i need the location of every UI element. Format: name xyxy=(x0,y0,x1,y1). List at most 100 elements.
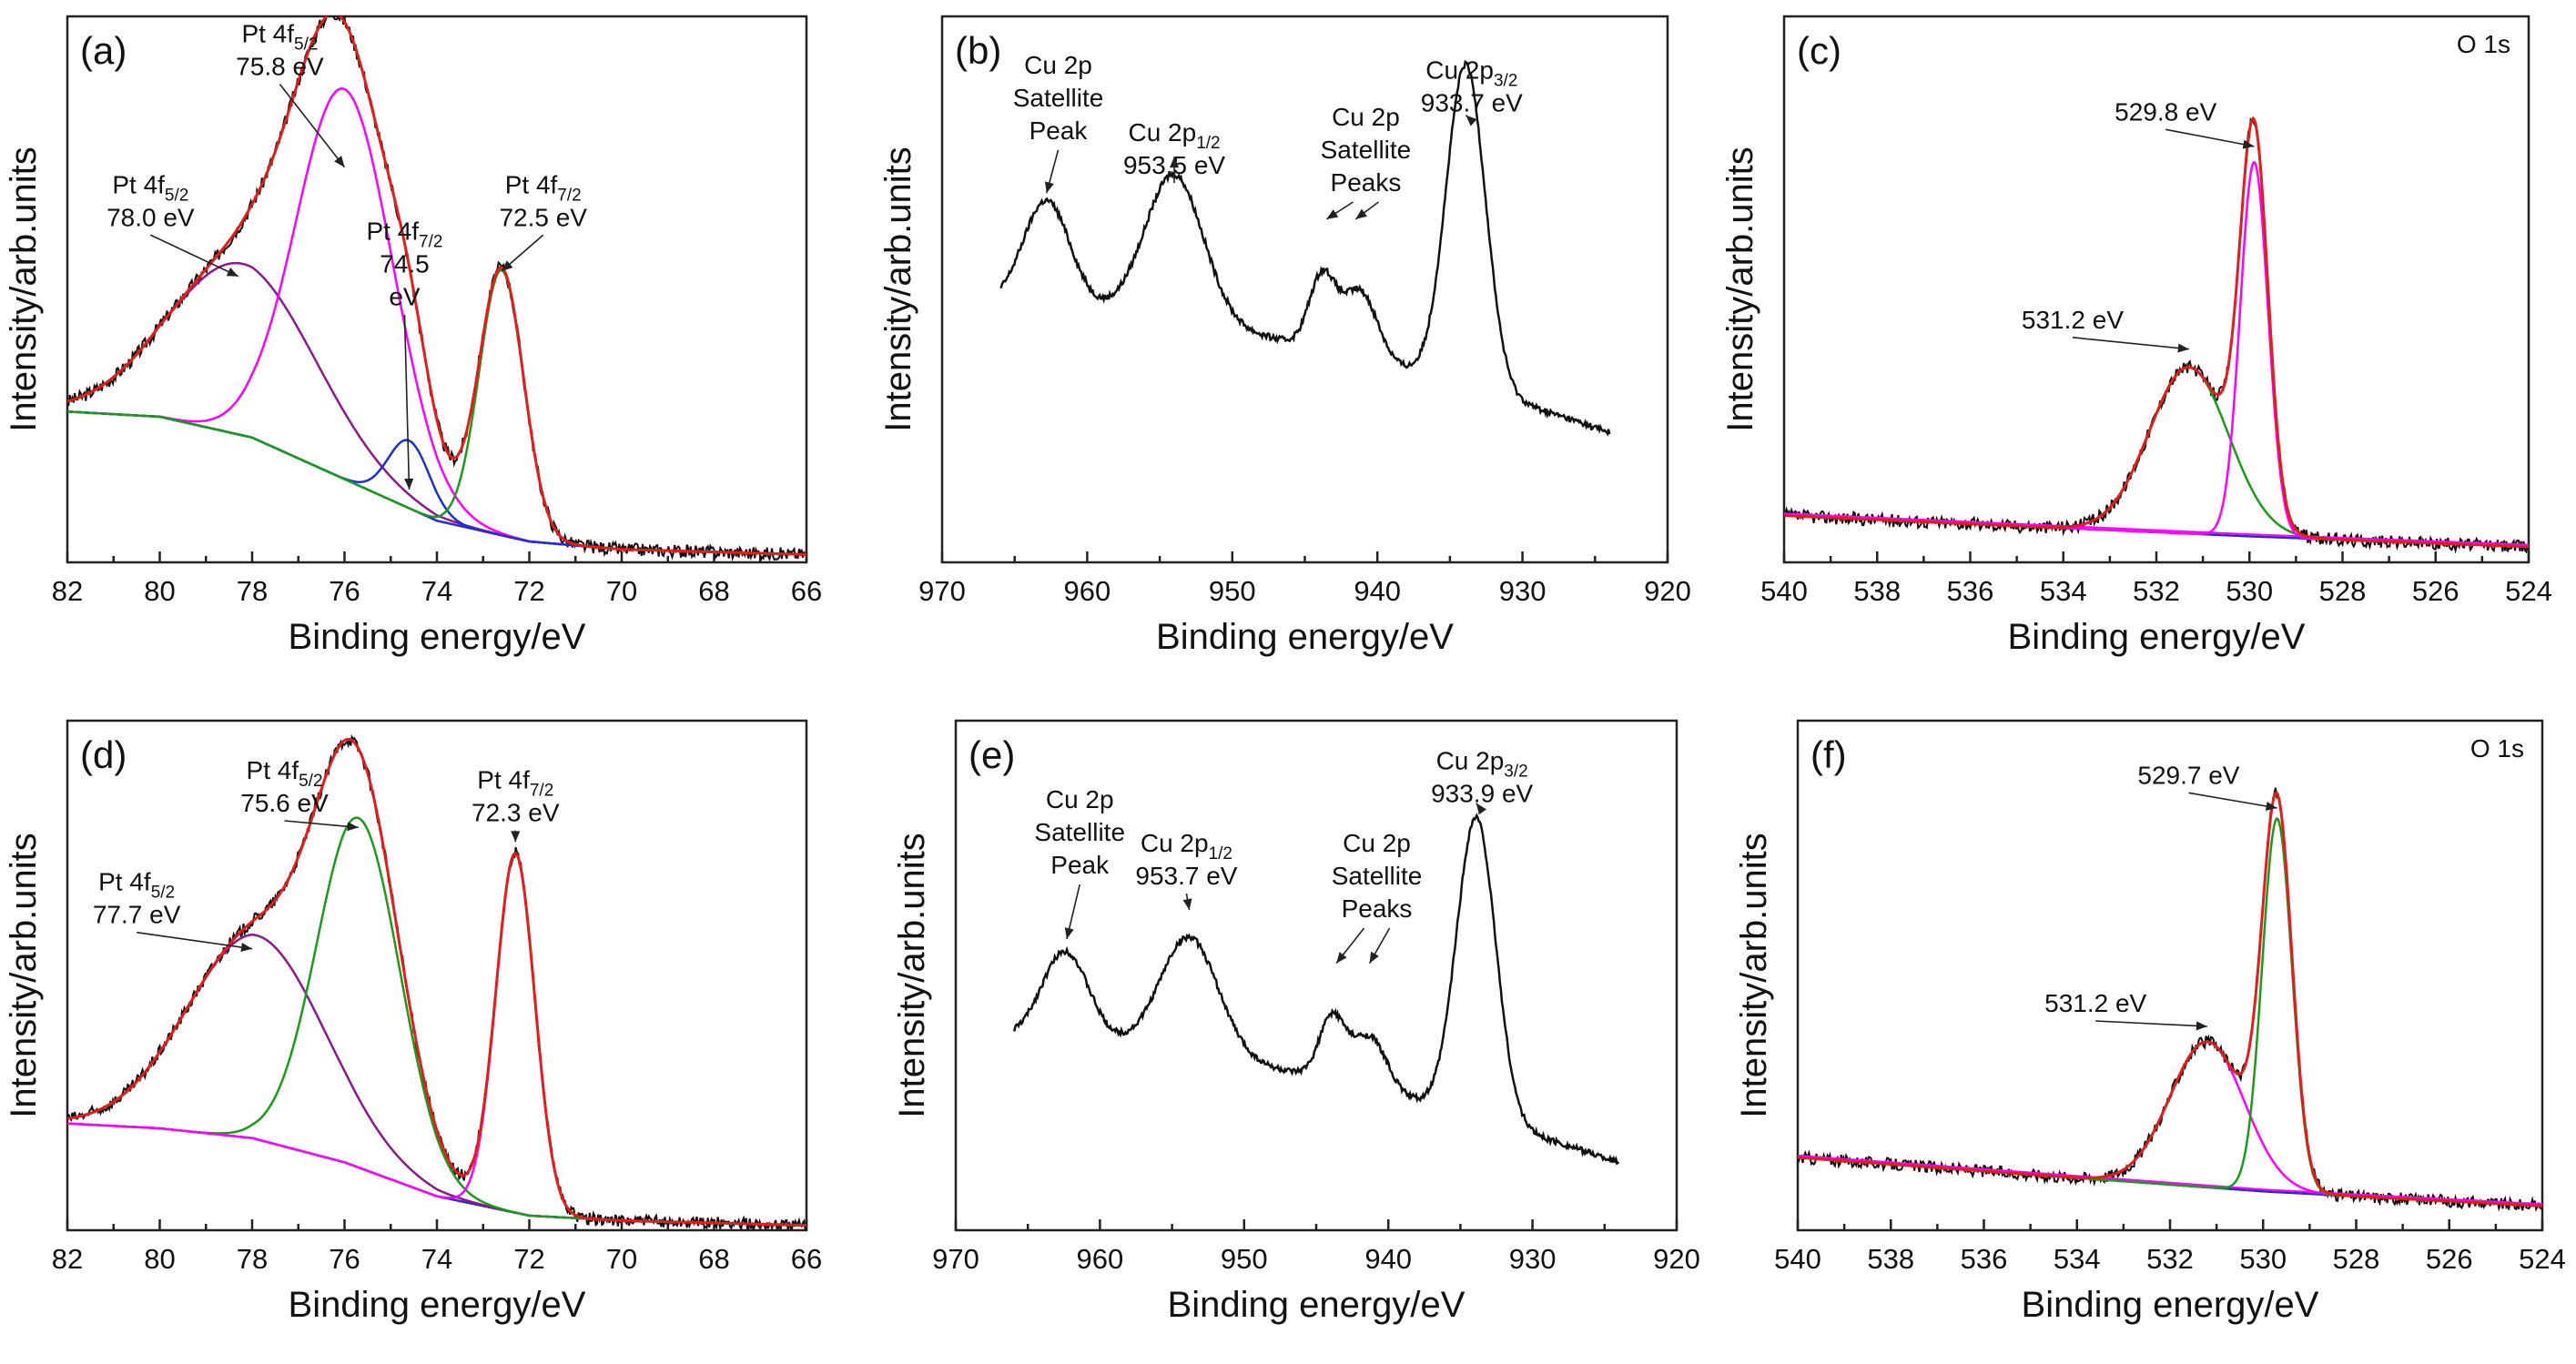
subscript: 5/2 xyxy=(165,186,188,205)
arrow-head xyxy=(1465,115,1477,126)
panel-label: (d) xyxy=(80,733,127,776)
annotation-text: Cu 2p xyxy=(1046,785,1114,813)
subscript: 5/2 xyxy=(294,35,318,55)
annotation-text: Satellite xyxy=(1321,136,1412,164)
panel-b: 970 960 950 940 930 920 Binding energy/eV Inten… xyxy=(878,15,1691,657)
peak-annotation: Pt 4f7/272.5 eV xyxy=(499,170,587,272)
arrow-head xyxy=(1064,927,1074,939)
annotation-text: Cu 2p xyxy=(1024,51,1092,79)
panel-c: 540 538 536 534 532 530 528 526 524 Binding energ… xyxy=(1720,15,2552,657)
x-tick-label: 538 xyxy=(1853,575,1901,607)
annotation-text: Satellite xyxy=(1034,818,1125,846)
annotation-value: 75.8 eV xyxy=(236,53,324,81)
annotation-value: 933.7 eV xyxy=(1421,89,1523,117)
peak-annotation: Pt 4f5/278.0 eV xyxy=(106,170,239,278)
x-tick-label: 970 xyxy=(932,1243,979,1275)
arrow-head xyxy=(1182,898,1192,910)
panel-label: (a) xyxy=(80,29,127,72)
y-axis-label: Intensity/arb.units xyxy=(892,833,932,1118)
annotation-text: Cu 2p3/2 xyxy=(1436,746,1528,781)
annotation-value: 529.8 eV xyxy=(2115,97,2216,126)
annotation-text: Peak xyxy=(1029,116,1089,145)
arrow-head xyxy=(2242,139,2255,149)
peak-annotation: Cu 2p Satellite Peak xyxy=(1013,51,1103,194)
x-tick-label: 82 xyxy=(52,1243,83,1275)
x-tick-label: 536 xyxy=(1961,1243,2008,1275)
raw-spectrum-line xyxy=(67,733,806,1230)
peak-annotation: Pt 4f5/277.7 eV xyxy=(93,868,253,952)
raw-spectrum-line xyxy=(1784,116,2529,554)
arrow-head xyxy=(1169,157,1180,168)
x-tick-label: 526 xyxy=(2426,1243,2473,1275)
x-tick-label: 534 xyxy=(2054,1243,2101,1275)
annotation-value: 953.7 eV xyxy=(1135,862,1237,890)
x-tick-label: 524 xyxy=(2505,575,2552,607)
panel-a: 82 80 78 76 74 72 70 68 66 Binding energy/eV Inten… xyxy=(4,15,822,657)
x-tick-label: 528 xyxy=(2319,575,2367,607)
x-tick-label: 524 xyxy=(2519,1243,2566,1275)
y-axis-label: Intensity/arb.units xyxy=(1734,833,1774,1118)
peak-annotation: Pt 4f7/274.5eV xyxy=(366,217,442,490)
annotation-arrow xyxy=(137,931,253,950)
annotation-arrow xyxy=(403,314,411,490)
annotation-value: 72.3 eV xyxy=(472,799,560,827)
subscript: 7/2 xyxy=(557,186,581,205)
x-tick-label: 538 xyxy=(1867,1243,1914,1275)
plot-frame xyxy=(66,15,808,564)
annotation-arrow xyxy=(2188,792,2277,809)
background-line xyxy=(67,410,806,556)
plot-area xyxy=(67,733,806,1230)
annotation-value: 531.2 eV xyxy=(2044,989,2146,1017)
annotation-text: Peak xyxy=(1050,851,1110,879)
arrow-head xyxy=(1336,952,1347,964)
annotation-value: 72.5 eV xyxy=(499,203,587,231)
panel-e: 970 960 950 940 930 920 Binding energy/eV Inten… xyxy=(892,719,1700,1325)
x-tick-label: 532 xyxy=(2146,1243,2194,1275)
arrow-head xyxy=(1476,803,1486,815)
peak-annotation: 531.2 eV xyxy=(2044,989,2207,1031)
peak-annotation: 529.7 eV xyxy=(2137,761,2277,811)
x-axis-label: Binding energy/eV xyxy=(1168,1285,1465,1325)
x-tick-label: 526 xyxy=(2412,575,2459,607)
annotation-text: Pt 4f7/2 xyxy=(477,766,553,801)
x-tick-label: 72 xyxy=(513,1243,544,1275)
subscript: 1/2 xyxy=(1196,134,1220,153)
subscript: 1/2 xyxy=(1209,844,1232,864)
x-tick-label: 540 xyxy=(1774,1243,1821,1275)
arrow-head xyxy=(1326,209,1339,219)
x-tick-label: 532 xyxy=(2133,575,2180,607)
annotation-text: Pt 4f5/2 xyxy=(247,756,323,791)
x-tick-label: 920 xyxy=(1653,1243,1700,1275)
annotation-text: Peaks xyxy=(1342,894,1413,923)
annotation-arrow xyxy=(150,234,239,278)
panel-label: (e) xyxy=(969,733,1015,776)
annotation-arrow xyxy=(279,84,346,168)
x-tick-label: 536 xyxy=(1947,575,1994,607)
annotation-text: Pt 4f7/2 xyxy=(505,170,582,205)
x-tick-label: 78 xyxy=(237,575,268,607)
y-axis-label: Intensity/arb.units xyxy=(4,833,44,1118)
plot-area xyxy=(1784,116,2529,554)
x-axis-label: Binding energy/eV xyxy=(2022,1285,2319,1325)
fit-component-line xyxy=(1798,1040,2542,1207)
arrow-head xyxy=(2177,343,2189,353)
subscript: 3/2 xyxy=(1504,762,1527,781)
annotation-text: Pt 4f5/2 xyxy=(98,868,175,903)
x-tick-label: 960 xyxy=(1064,575,1111,607)
plot-frame xyxy=(66,719,808,1232)
panel-label: (f) xyxy=(1810,733,1847,776)
x-tick-label: 930 xyxy=(1509,1243,1557,1275)
panel-f: 540 538 536 534 532 530 528 526 524 Binding energ… xyxy=(1734,719,2566,1325)
arrow-head xyxy=(347,822,359,832)
x-tick-label: 530 xyxy=(2239,1243,2287,1275)
panel-label: (b) xyxy=(955,29,1001,72)
x-tick-label: 950 xyxy=(1209,575,1256,607)
x-tick-label: 528 xyxy=(2333,1243,2380,1275)
plot-area xyxy=(999,59,1611,437)
x-tick-label: 930 xyxy=(1499,575,1547,607)
x-tick-label: 970 xyxy=(918,575,966,607)
x-tick-label: 534 xyxy=(2040,575,2087,607)
panel-d: 82 80 78 76 74 72 70 68 66 Binding energy/eV Inten… xyxy=(4,719,822,1325)
x-tick-label: 82 xyxy=(52,575,83,607)
x-tick-label: 70 xyxy=(606,1243,637,1275)
